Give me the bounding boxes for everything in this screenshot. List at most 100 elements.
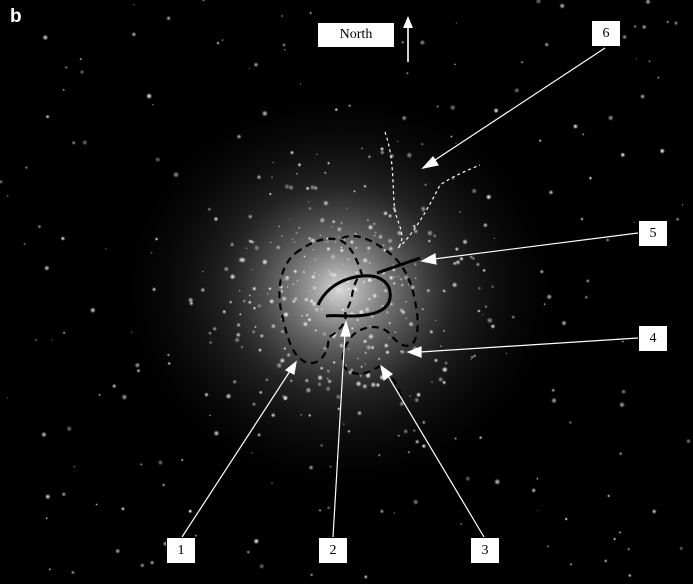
star <box>295 231 299 235</box>
star <box>396 140 399 143</box>
star <box>247 300 252 305</box>
star <box>322 345 328 351</box>
star <box>420 142 424 146</box>
star <box>216 41 220 45</box>
star <box>385 310 390 315</box>
star <box>299 83 302 85</box>
star <box>71 140 76 146</box>
star <box>584 295 589 300</box>
star <box>412 428 416 433</box>
star <box>550 397 558 404</box>
star <box>45 517 48 520</box>
star <box>410 284 416 290</box>
star <box>633 24 637 29</box>
star <box>356 410 363 416</box>
star <box>352 286 359 293</box>
star <box>335 287 341 292</box>
star <box>482 222 488 228</box>
star <box>64 65 69 70</box>
star <box>388 321 392 325</box>
star <box>363 184 367 189</box>
star <box>458 210 462 214</box>
star <box>258 390 263 395</box>
star <box>258 563 265 570</box>
star <box>331 277 334 280</box>
star <box>477 309 481 313</box>
star <box>536 477 539 481</box>
star <box>247 213 253 220</box>
star <box>297 162 302 167</box>
star <box>405 71 409 75</box>
north-label: North <box>317 22 395 48</box>
star <box>505 352 508 355</box>
star <box>207 207 212 212</box>
star <box>282 43 286 47</box>
star <box>432 233 437 238</box>
star <box>240 345 244 349</box>
star <box>407 450 411 454</box>
star <box>332 360 336 365</box>
star <box>471 188 478 194</box>
star <box>236 134 242 140</box>
star <box>368 261 371 265</box>
star <box>278 225 281 228</box>
star <box>213 430 220 437</box>
star <box>539 269 545 275</box>
star <box>373 234 376 237</box>
star <box>363 574 368 580</box>
star <box>455 259 461 266</box>
star <box>606 494 611 498</box>
star <box>266 292 269 295</box>
star <box>194 534 198 538</box>
star <box>43 265 50 271</box>
star <box>367 297 372 301</box>
star <box>469 358 472 361</box>
star <box>270 323 277 329</box>
star <box>79 57 83 61</box>
star <box>207 331 213 336</box>
star <box>288 218 291 221</box>
star <box>485 194 492 200</box>
star <box>569 562 573 566</box>
star <box>73 465 76 468</box>
star <box>330 225 333 228</box>
star <box>201 270 205 273</box>
star <box>149 560 155 566</box>
star <box>256 174 262 180</box>
star <box>313 271 316 274</box>
star <box>50 338 53 341</box>
star <box>257 347 263 353</box>
star <box>37 224 42 229</box>
star <box>70 570 76 575</box>
star <box>251 268 253 271</box>
star <box>318 508 322 512</box>
star <box>413 228 419 234</box>
star <box>276 362 283 369</box>
star <box>347 287 351 291</box>
star <box>280 329 285 334</box>
star <box>34 338 38 342</box>
star <box>339 248 345 253</box>
star <box>397 275 399 278</box>
star <box>382 283 385 286</box>
star <box>546 293 553 300</box>
star <box>304 378 310 383</box>
star <box>331 219 336 224</box>
star <box>613 537 617 541</box>
star <box>358 309 365 315</box>
star <box>459 256 464 262</box>
star <box>228 300 233 304</box>
star <box>40 431 47 438</box>
star <box>286 285 289 289</box>
star <box>337 236 340 238</box>
star <box>413 262 418 267</box>
star <box>328 284 332 287</box>
star <box>319 366 324 371</box>
star <box>605 237 610 243</box>
star <box>326 246 331 252</box>
star <box>399 349 406 355</box>
star <box>289 379 294 383</box>
star <box>319 233 322 237</box>
star <box>454 63 457 66</box>
